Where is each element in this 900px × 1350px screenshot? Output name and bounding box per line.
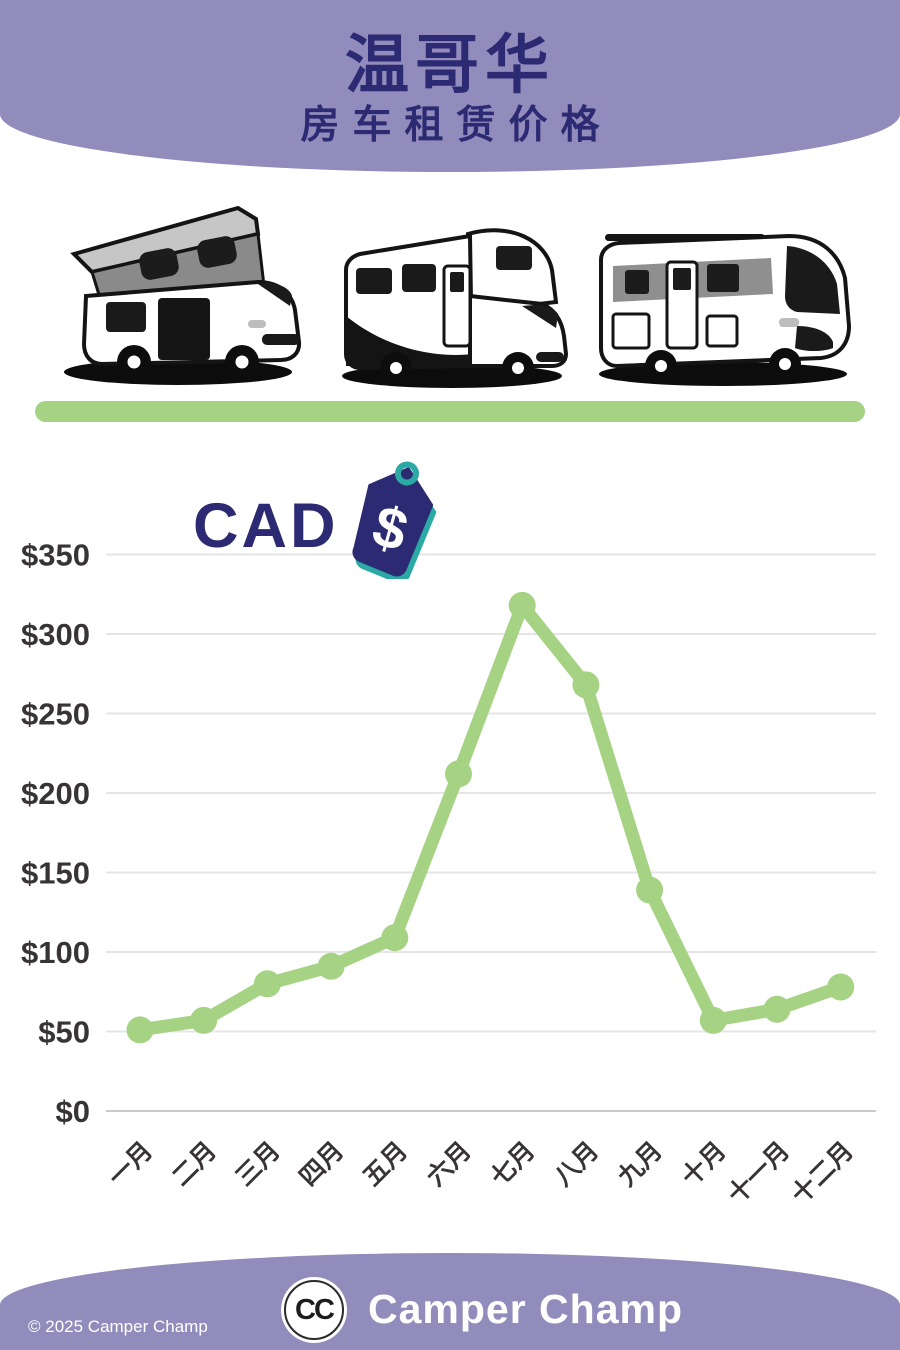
y-axis-label: $200: [21, 776, 90, 811]
y-axis-label: $300: [21, 617, 90, 652]
x-axis-label: 四月: [294, 1136, 349, 1191]
currency-label: CAD: [193, 491, 339, 561]
x-axis-label: 十月: [676, 1136, 731, 1191]
x-axis-label: 二月: [167, 1136, 222, 1191]
x-axis-label: 九月: [612, 1136, 668, 1192]
x-axis-label: 一月: [103, 1136, 158, 1191]
chart-point: [445, 760, 472, 788]
chart-point: [190, 1006, 218, 1034]
y-axis-label: $350: [21, 538, 90, 573]
y-axis-label: $50: [38, 1015, 90, 1050]
y-axis-label: $150: [21, 856, 90, 891]
green-divider: [35, 401, 865, 422]
x-axis-label: 十一月: [722, 1136, 795, 1209]
x-axis-label: 十二月: [786, 1136, 859, 1209]
rv-illustrations: [0, 190, 900, 400]
x-axis-label: 三月: [230, 1136, 285, 1191]
y-axis-label: $250: [21, 697, 90, 732]
brand-name: Camper Champ: [368, 1286, 684, 1332]
integrated-motorhome-icon: [599, 233, 852, 386]
price-tag-dollar-icon: $: [351, 461, 436, 579]
chart-line: [133, 598, 848, 1037]
chart-point: [126, 1016, 154, 1044]
chart-point: [317, 952, 345, 980]
copyright-text: © 2025 Camper Champ: [28, 1317, 208, 1336]
chart-point: [827, 973, 855, 1001]
logo-ring: CC: [284, 1280, 344, 1340]
x-axis-label: 八月: [549, 1136, 604, 1191]
footer-banner: CC Camper Champ © 2025 Camper Champ: [0, 1253, 900, 1350]
logo-text: CC: [295, 1293, 335, 1326]
chart-point: [699, 1006, 727, 1034]
currency-badge: CAD $: [193, 455, 441, 580]
chart-point: [636, 876, 664, 904]
chart-point: [508, 591, 536, 619]
chart-point: [572, 671, 600, 699]
pop-top-campervan-icon: [64, 205, 302, 385]
chart-point: [763, 995, 791, 1023]
page-subtitle: 房车租赁价格: [300, 104, 613, 147]
camper-champ-logo: CC: [281, 1277, 347, 1343]
header-banner: 温哥华 房车租赁价格: [0, 0, 900, 172]
page-title: 温哥华: [345, 29, 555, 101]
x-axis-label: 七月: [485, 1136, 540, 1191]
y-axis-label: $100: [21, 935, 90, 970]
x-axis-label: 五月: [358, 1136, 413, 1191]
chart-point: [381, 924, 409, 952]
x-axis-label: 六月: [422, 1136, 477, 1191]
alcove-motorhome-icon: [342, 228, 569, 388]
chart-point: [253, 970, 281, 998]
y-axis-label: $0: [56, 1094, 90, 1129]
